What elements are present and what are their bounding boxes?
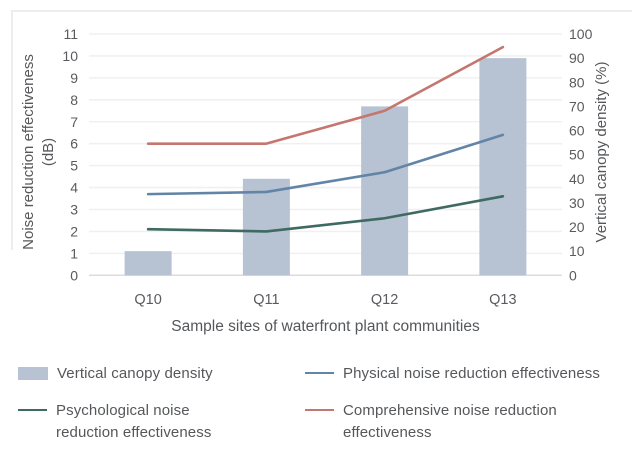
bar-Q13	[479, 58, 527, 276]
figure-border-top	[11, 10, 632, 12]
legend-item-1: Vertical canopy density	[18, 363, 305, 385]
bar-Q12	[361, 106, 409, 276]
chart-legend: Vertical canopy density Physical noise re…	[18, 363, 632, 443]
y-left-tick-label: 5	[70, 158, 78, 174]
legend-label: Comprehensive noise reduction effectiven…	[343, 401, 557, 441]
y-left-tick-label: 9	[70, 70, 78, 86]
legend-bar-swatch	[18, 367, 48, 380]
y-right-tick-label: 20	[569, 219, 585, 235]
y-right-axis-title: Vertical canopy density (%)	[593, 62, 610, 243]
line-series-2	[146, 195, 505, 233]
legend-line-swatch	[18, 408, 47, 411]
y-left-tick-label: 7	[70, 114, 78, 130]
y-right-tick-label: 70	[569, 98, 585, 114]
x-tick-label: Q12	[371, 292, 398, 308]
legend-line-swatch	[305, 408, 334, 411]
x-tick-label: Q13	[489, 292, 516, 308]
y-left-tick-label: 0	[70, 267, 78, 283]
y-right-tick-label: 100	[569, 26, 593, 42]
x-tick-label: Q11	[253, 292, 279, 308]
y-right-tick-label: 10	[569, 243, 585, 259]
legend-item-2: Physical noise reduction effectiveness	[305, 363, 632, 385]
y-right-tick-label: 50	[569, 147, 585, 163]
legend-line-swatch	[305, 372, 334, 374]
y-left-tick-label: 4	[70, 180, 78, 196]
y-left-axis-title: Noise reduction effectiveness	[20, 54, 37, 250]
y-right-tick-label: 40	[569, 171, 585, 187]
y-left-tick-label: 8	[70, 92, 78, 108]
y-right-tick-label: 30	[569, 195, 585, 211]
legend-label: Psychological noise reduction effectiven…	[56, 401, 212, 441]
combo-chart: 0 1 2 3 4 5 6 7 8 9 10 11 0 10 20 30 40 50 60 70 80 90 100 Q10 Q…	[20, 26, 610, 335]
y-left-tick-label: 3	[70, 202, 78, 218]
bar-Q10	[124, 251, 172, 276]
y-right-tick-label: 60	[569, 123, 585, 139]
y-left-tick-label: 2	[70, 223, 78, 239]
y-left-axis-title-units: (dB)	[40, 138, 57, 166]
bar-Q11	[242, 178, 290, 276]
legend-label: Physical noise reduction effectiveness	[343, 365, 600, 382]
legend-item-3: Psychological noise reduction effectiven…	[18, 400, 305, 444]
y-left-tick-label: 11	[63, 26, 78, 42]
x-axis-title: Sample sites of waterfront plant communi…	[171, 318, 480, 335]
chart-canvas: 0 1 2 3 4 5 6 7 8 9 10 11 0 10 20 30 40 50 60 70 80 90 100 Q10 Q…	[20, 26, 610, 335]
legend-label: Vertical canopy density	[57, 365, 213, 382]
legend-item-4: Comprehensive noise reduction effectiven…	[305, 400, 632, 444]
y-left-tick-label: 1	[70, 245, 78, 261]
line-series-1	[146, 133, 505, 196]
figure-border-left	[11, 10, 13, 250]
y-left-tick-label: 10	[62, 48, 78, 64]
y-right-tick-label: 90	[569, 50, 585, 66]
x-tick-label: Q10	[134, 292, 161, 308]
line-series-3	[146, 45, 505, 145]
y-right-tick-label: 0	[569, 267, 577, 283]
y-right-tick-label: 80	[569, 74, 585, 90]
y-left-tick-label: 6	[70, 136, 78, 152]
